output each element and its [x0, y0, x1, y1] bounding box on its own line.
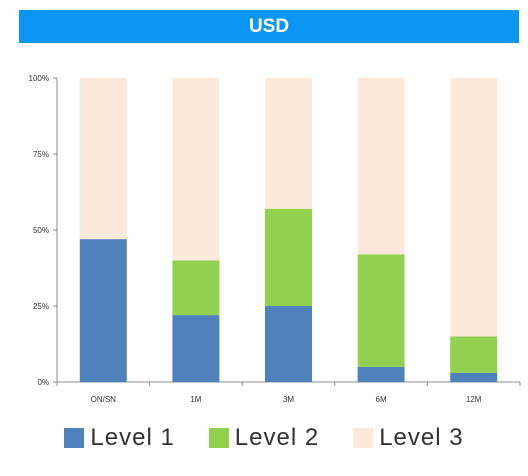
x-tick-label: 3M [283, 395, 294, 404]
legend-label: Level 1 [90, 424, 175, 451]
y-tick-label: 50% [33, 226, 49, 235]
legend-swatch [64, 428, 85, 448]
bar-level-2 [450, 336, 498, 373]
y-tick-label: 100% [29, 74, 49, 83]
bar-level-1 [357, 366, 405, 382]
bar-level-3 [79, 78, 127, 240]
y-tick-label: 25% [33, 302, 49, 311]
bar-level-1 [172, 315, 220, 382]
legend-label: Level 2 [234, 424, 320, 451]
bar-level-2 [172, 260, 220, 316]
legend-swatch [208, 428, 229, 448]
y-tick-label: 75% [33, 150, 49, 159]
chart-title: USD [19, 10, 519, 43]
legend-item: Level 1 [64, 424, 174, 452]
legend-swatch [353, 428, 374, 448]
x-tick-label: 6M [376, 395, 387, 404]
bar-level-1 [265, 306, 312, 382]
x-tick-label: ON/SN [91, 395, 117, 404]
legend-label: Level 3 [379, 424, 464, 451]
bar-level-3 [450, 78, 498, 337]
y-tick-label: 0% [37, 378, 49, 387]
x-tick-label: 12M [466, 395, 482, 404]
legend-item: Level 3 [353, 424, 463, 452]
legend: Level 1 Level 2 Level 3 [0, 418, 528, 458]
bar-level-3 [357, 78, 405, 255]
x-tick-label: 1M [190, 395, 201, 404]
bar-level-3 [172, 78, 220, 261]
bar-level-3 [265, 78, 312, 209]
bar-level-1 [450, 372, 498, 382]
bar-level-1 [79, 239, 127, 382]
bar-level-2 [357, 254, 405, 367]
legend-item: Level 2 [208, 424, 320, 452]
bar-level-2 [265, 208, 312, 306]
